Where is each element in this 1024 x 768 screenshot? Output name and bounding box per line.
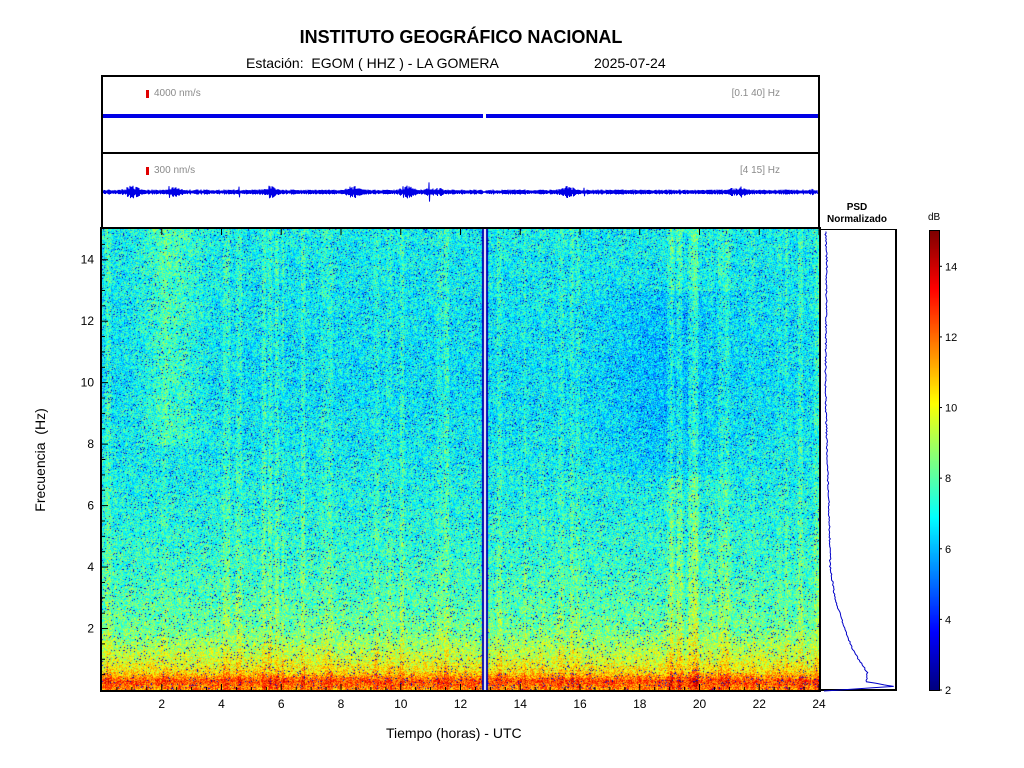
colorbar-tick-label: 6 bbox=[945, 544, 951, 556]
x-tick-label: 24 bbox=[812, 697, 826, 711]
colorbar-tick-label: 10 bbox=[945, 403, 957, 415]
x-tick-label: 14 bbox=[514, 697, 528, 711]
colorbar-tick-label: 4 bbox=[945, 614, 951, 626]
band-label-broadband: [0.1 40] Hz bbox=[731, 88, 780, 99]
x-tick-label: 4 bbox=[218, 697, 225, 711]
colorbar bbox=[929, 230, 940, 691]
x-tick-label: 8 bbox=[338, 697, 345, 711]
station-label: Estación: EGOM ( HHZ ) - LA GOMERA bbox=[246, 55, 499, 71]
y-tick-label: 2 bbox=[87, 622, 94, 636]
y-tick-label: 8 bbox=[87, 437, 94, 451]
x-tick-label: 10 bbox=[394, 697, 408, 711]
spectrogram-frame bbox=[100, 227, 821, 692]
psd-frame bbox=[820, 229, 897, 691]
scale-bar-filtered bbox=[146, 167, 149, 175]
y-tick-label: 6 bbox=[87, 499, 94, 513]
y-tick-label: 12 bbox=[81, 314, 95, 328]
y-tick-label: 10 bbox=[81, 376, 95, 390]
scale-label-filtered: 300 nm/s bbox=[154, 165, 196, 176]
trace-waveform-broadband bbox=[103, 113, 818, 119]
scale-label-broadband: 4000 nm/s bbox=[154, 88, 201, 99]
trace-waveform-filtered bbox=[103, 182, 818, 202]
psd-title-line2: Normalizado bbox=[826, 214, 887, 225]
colorbar-tick-label: 2 bbox=[945, 685, 951, 697]
psd-title: PSD Normalizado bbox=[818, 202, 896, 226]
psd-panel bbox=[820, 229, 897, 692]
x-axis-title: Tiempo (horas) - UTC bbox=[386, 725, 522, 741]
colorbar-tick-label: 8 bbox=[945, 473, 951, 485]
x-tick-label: 22 bbox=[753, 697, 767, 711]
trace-panel-filtered: 300 nm/s [4 15] Hz bbox=[101, 152, 820, 231]
x-tick-label: 20 bbox=[693, 697, 707, 711]
x-tick-label: 18 bbox=[633, 697, 647, 711]
trace-gap-broadband bbox=[483, 113, 486, 119]
scale-bar-broadband bbox=[146, 90, 149, 98]
colorbar-unit: dB bbox=[928, 212, 941, 223]
x-tick-label: 12 bbox=[454, 697, 468, 711]
colorbar-axis: 2 4 6 8 10 12 14 bbox=[939, 261, 957, 697]
trace-line-filtered bbox=[103, 182, 818, 202]
trace-line-broadband bbox=[103, 114, 818, 118]
date-label: 2025-07-24 bbox=[594, 55, 666, 71]
y-axis-title: Frecuencia (Hz) bbox=[32, 408, 48, 512]
colorbar-tick-label: 12 bbox=[945, 332, 957, 344]
x-tick-label: 2 bbox=[158, 697, 165, 711]
y-tick-label: 4 bbox=[87, 560, 94, 574]
y-tick-label: 14 bbox=[81, 253, 95, 267]
psd-title-line1: PSD bbox=[846, 202, 868, 213]
band-label-filtered: [4 15] Hz bbox=[739, 165, 780, 176]
page-title: INSTITUTO GEOGRÁFICO NACIONAL bbox=[299, 27, 623, 47]
colorbar-tick-label: 14 bbox=[945, 261, 957, 273]
spectrogram-heatmap bbox=[102, 229, 819, 690]
x-tick-label: 16 bbox=[573, 697, 587, 711]
x-tick-label: 6 bbox=[278, 697, 285, 711]
psd-line bbox=[823, 231, 894, 692]
